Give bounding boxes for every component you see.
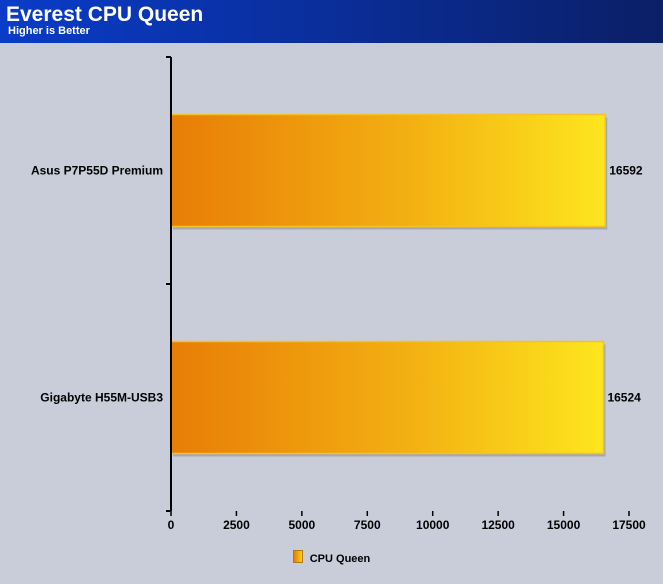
x-tick-label: 0 xyxy=(168,518,175,532)
x-tick-label: 17500 xyxy=(612,518,646,532)
x-tick-label: 5000 xyxy=(289,518,316,532)
category-label: Asus P7P55D Premium xyxy=(31,164,163,178)
x-tick-label: 15000 xyxy=(547,518,581,532)
category-label: Gigabyte H55M-USB3 xyxy=(40,391,163,405)
chart-legend: CPU Queen xyxy=(0,550,663,568)
chart-subtitle: Higher is Better xyxy=(8,25,90,37)
bar xyxy=(170,113,606,228)
value-label: 16592 xyxy=(609,164,643,178)
chart-title: Everest CPU Queen xyxy=(6,3,204,26)
legend-label: CPU Queen xyxy=(309,553,371,565)
legend-swatch xyxy=(292,550,303,563)
value-label: 16524 xyxy=(607,391,641,405)
chart-header: Everest CPU Queen Higher is Better xyxy=(0,0,663,43)
x-tick-label: 10000 xyxy=(416,518,450,532)
x-tick-label: 12500 xyxy=(481,518,515,532)
x-tick-label: 2500 xyxy=(223,518,250,532)
x-tick-label: 7500 xyxy=(354,518,381,532)
bar xyxy=(170,340,605,455)
